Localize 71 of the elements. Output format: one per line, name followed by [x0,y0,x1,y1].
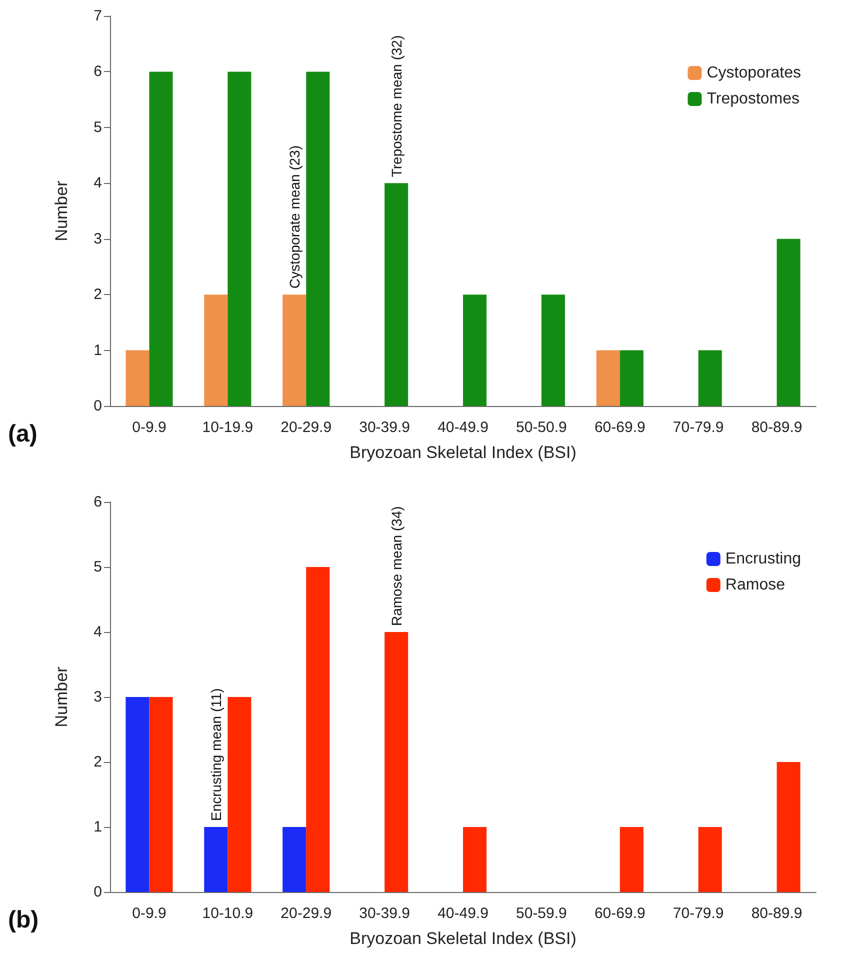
x-tick-label: 50-50.9 [516,419,567,436]
x-tick-label: 20-29.9 [280,905,332,922]
text: (b) [8,906,39,934]
y-tick-label: 0 [94,398,102,414]
y-tick-label: 1 [94,342,102,359]
bar [306,567,330,892]
y-tick-label: 4 [94,624,102,640]
x-tick-label: 0-9.9 [132,905,166,922]
bar [776,762,800,892]
y-tick-label: 5 [94,118,102,136]
x-tick-label: 40-49.9 [438,419,488,436]
legend-label: Cystoporates [706,64,801,82]
annotation: Ramose mean (34) [388,506,404,626]
x-tick-label: 10-10.9 [202,905,254,922]
x-tick-label: 70-79.9 [672,905,724,922]
x-axis-title: Bryozoan Skeletal Index (BSI) [350,443,576,462]
x-tick-label: 80-89.9 [751,419,802,436]
legend-label: Ramose [725,576,786,594]
y-tick-label: 6 [94,63,102,80]
x-tick-label: 60-69.9 [594,905,646,922]
bar [776,238,800,406]
y-axis-title: Number [52,180,71,242]
x-axis-title: Bryozoan Skeletal Index (BSI) [350,929,576,948]
annotation: Cystoporate mean (23) [286,145,302,289]
bar [282,294,306,406]
bar [596,350,620,406]
x-tick-label: 10-19.9 [202,419,254,436]
bar [306,72,330,406]
bar [620,827,644,892]
bar [282,827,306,892]
bar [698,827,722,892]
annotation: Encrusting mean (11) [208,688,224,821]
bar [126,350,150,406]
text: (a) [8,420,38,448]
x-tick-label: 60-69.9 [594,419,646,436]
y-tick-label: 2 [94,286,102,304]
y-tick-label: 5 [94,558,102,576]
bar [228,697,252,892]
bar [620,350,644,406]
y-tick-label: 3 [94,230,102,248]
y-tick-label: 2 [94,754,102,770]
bar [126,697,150,892]
y-tick-label: 4 [94,174,102,192]
x-tick-label: 40-49.9 [438,905,488,922]
bar [149,697,173,892]
y-tick-label: 3 [94,688,102,706]
legend-label: Encrusting [725,550,801,568]
y-tick-label: 0 [94,884,102,900]
x-tick-label: 70-79.9 [672,419,724,436]
annotation: Trepostome mean (32) [388,35,404,178]
x-tick-label: 30-39.9 [359,905,410,922]
bar [384,632,408,892]
x-tick-label: 20-29.9 [280,419,332,436]
x-tick-label: 0-9.9 [132,419,166,436]
y-tick-label: 6 [94,494,102,510]
bar [463,294,487,406]
bar [204,827,228,892]
bar [384,183,408,406]
x-tick-label: 30-39.9 [359,419,410,436]
y-tick-label: 1 [94,818,102,836]
x-tick-label: 50-59.9 [516,905,567,922]
bar [149,72,173,406]
bar [463,827,487,892]
bar [698,350,722,406]
y-tick-label: 7 [94,8,102,24]
bar [541,294,565,406]
bar [204,294,228,406]
y-axis-title: Number [52,666,71,728]
x-tick-label: 80-89.9 [751,905,802,922]
legend-label: Trepostomes [706,90,800,108]
bar [228,72,252,406]
